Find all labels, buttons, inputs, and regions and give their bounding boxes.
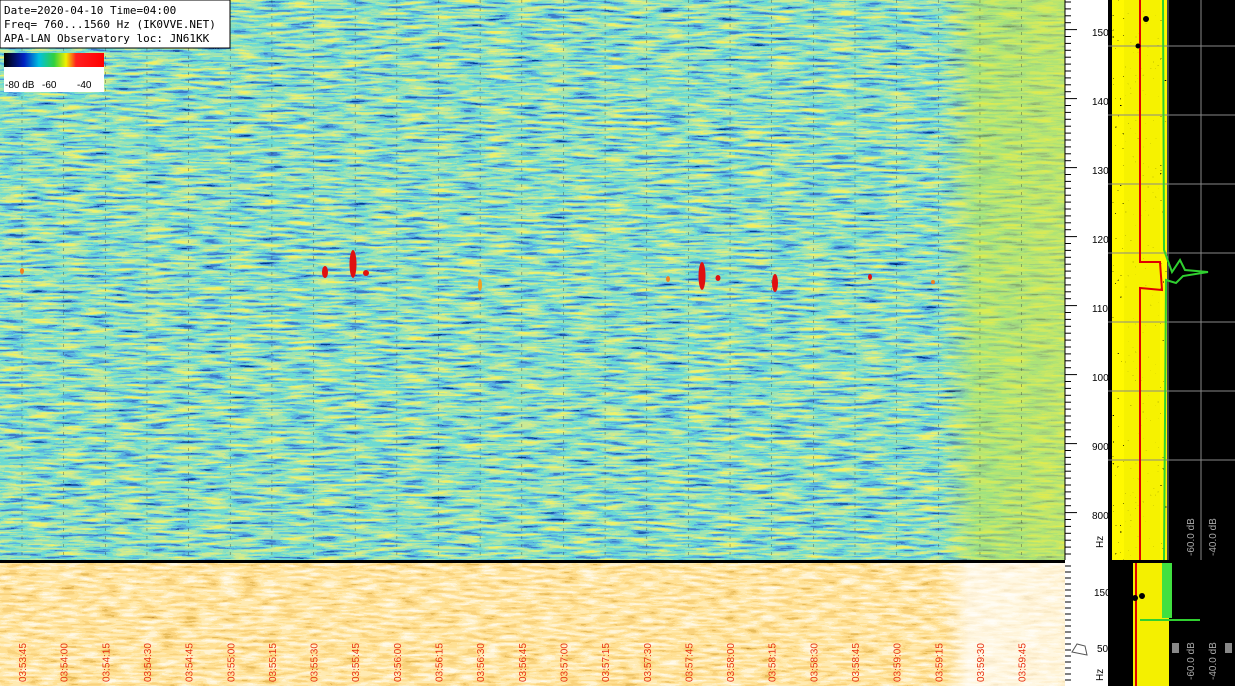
time-label: 03:55:45	[351, 643, 362, 682]
header-line: Freq= 760...1560 Hz (IK0VVE.NET)	[4, 18, 216, 31]
colorbar-label: -60	[42, 80, 57, 91]
time-label: 03:57:30	[643, 643, 654, 682]
freq-tick-label: 1300	[1092, 166, 1115, 177]
time-label: 03:55:15	[268, 643, 279, 682]
colorbar-label: -40	[77, 80, 92, 91]
time-label: 03:57:15	[601, 643, 612, 682]
time-label: 03:59:00	[893, 643, 904, 682]
freq-tick-label: 1000	[1092, 373, 1115, 384]
spectrum-band	[1124, 0, 1160, 560]
freq-tick-label: 1100	[1092, 304, 1114, 315]
info-box	[0, 0, 231, 49]
db-label: -40.0 dB	[1208, 518, 1219, 556]
time-label: 03:56:15	[435, 643, 446, 682]
time-label: 03:58:30	[809, 643, 820, 682]
time-label: 03:54:45	[185, 643, 196, 682]
time-label: 03:54:00	[60, 643, 71, 682]
waterfall	[0, 0, 1065, 561]
time-label: 03:58:00	[726, 643, 737, 682]
time-label: 03:59:30	[976, 643, 987, 682]
block	[1225, 643, 1232, 653]
meteor-echoes	[20, 250, 935, 292]
time-label: 03:56:30	[476, 643, 487, 682]
freq-tick-label: 800	[1092, 511, 1109, 522]
time-label: 03:55:30	[310, 643, 321, 682]
time-label: 03:54:30	[143, 643, 154, 682]
colorbar	[4, 53, 104, 67]
marker	[1139, 593, 1145, 599]
lower-freq-tick: 1500	[1094, 588, 1117, 599]
spectrum-red-trace	[1139, 0, 1164, 560]
lower-freq-tick: 500	[1097, 644, 1114, 655]
freq-tick-label: 900	[1092, 442, 1109, 453]
time-label: 03:56:45	[518, 643, 529, 682]
lower-freq-unit: Hz	[1095, 669, 1106, 681]
time-label: 03:59:45	[1018, 643, 1029, 682]
block	[1172, 643, 1179, 653]
freq-tick-label: 1500	[1092, 28, 1115, 39]
freq-tick-label: 1200	[1092, 235, 1115, 246]
freq-tick-label: 1400	[1092, 97, 1115, 108]
time-label: 03:59:15	[934, 643, 945, 682]
header-line: Date=2020-04-10 Time=04:00	[4, 4, 176, 17]
time-label: 03:55:00	[226, 643, 237, 682]
marker	[1143, 16, 1149, 22]
time-grid	[21, 0, 1022, 686]
freq-unit: Hz	[1095, 536, 1106, 548]
time-label: 03:56:00	[393, 643, 404, 682]
time-label: 03:53:45	[18, 643, 29, 682]
db-label: -60.0 dB	[1186, 642, 1197, 680]
header-line: APA-LAN Observatory loc: JN61KK	[4, 32, 210, 45]
marker	[1132, 595, 1138, 601]
db-label: -60.0 dB	[1186, 518, 1197, 556]
freq-axis	[1065, 0, 1108, 686]
marker	[1135, 43, 1141, 49]
colorbar-labels-bg	[4, 67, 104, 92]
time-axis: 03:53:45 03:54:00 03:54:15 03:54:30 03:54:45…	[18, 643, 1029, 682]
db-label: -40.0 dB	[1208, 642, 1219, 680]
lower-waterfall	[0, 563, 1065, 686]
colorbar-label: -80 dB	[5, 80, 35, 91]
lower-waterfall-edge	[945, 563, 1065, 686]
lower-spectrum-green	[1162, 563, 1172, 618]
time-label: 03:57:45	[684, 643, 695, 682]
time-label: 03:57:00	[559, 643, 570, 682]
time-label: 03:54:15	[101, 643, 112, 682]
freq-ticks: 1500 1400 1300 1200 1100 1000 900 800	[1065, 1, 1115, 681]
waterfall-edge	[940, 0, 1065, 561]
separator	[0, 560, 1065, 563]
time-label: 03:58:15	[768, 643, 779, 682]
time-label: 03:58:45	[851, 643, 862, 682]
spectrum-green-trace	[1162, 0, 1209, 561]
marker-icon	[1071, 643, 1088, 656]
